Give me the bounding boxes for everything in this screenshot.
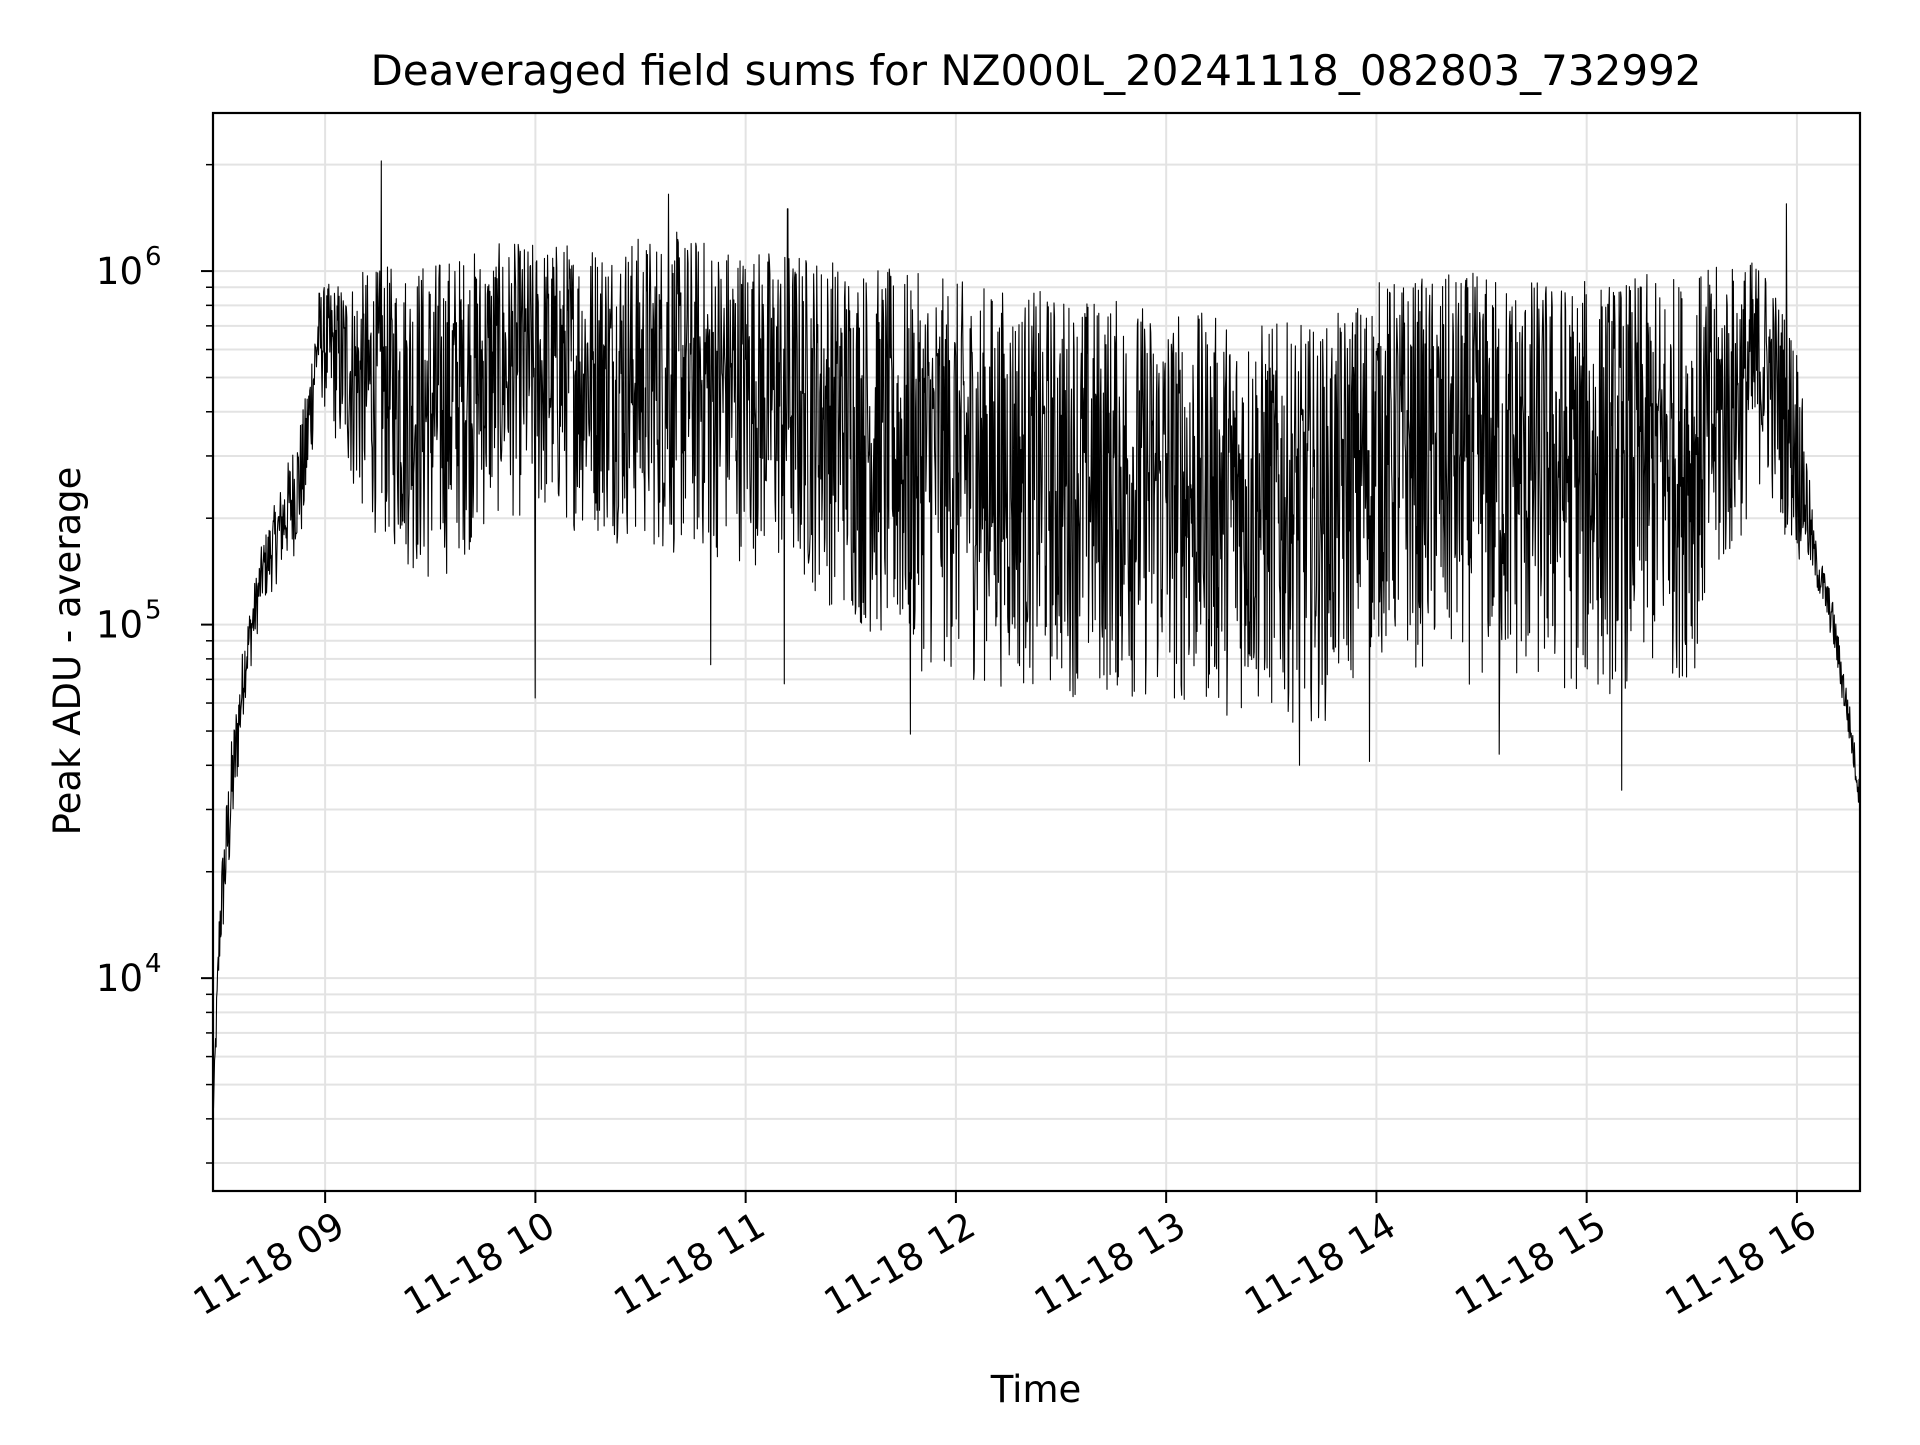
series-line [212,160,1861,1117]
y-tick-label: 10 4 [96,949,162,1000]
x-axis-label: Time [990,1368,1082,1411]
y-tick-base: 10 [96,604,143,647]
y-axis-label: Peak ADU - average [46,467,89,836]
y-tick-exponent: 4 [145,949,162,979]
plot-area [212,160,1861,1117]
y-tick-label: 10 6 [96,242,162,293]
axes-frame [211,111,1862,1193]
chart-title: Deaveraged field sums for NZ000L_2024111… [370,46,1701,95]
y-tick-exponent: 5 [145,596,162,626]
y-tick-label: 10 5 [96,596,162,647]
y-tick-base: 10 [96,250,143,293]
y-tick-exponent: 6 [145,242,162,272]
y-tick-base: 10 [96,957,143,1000]
